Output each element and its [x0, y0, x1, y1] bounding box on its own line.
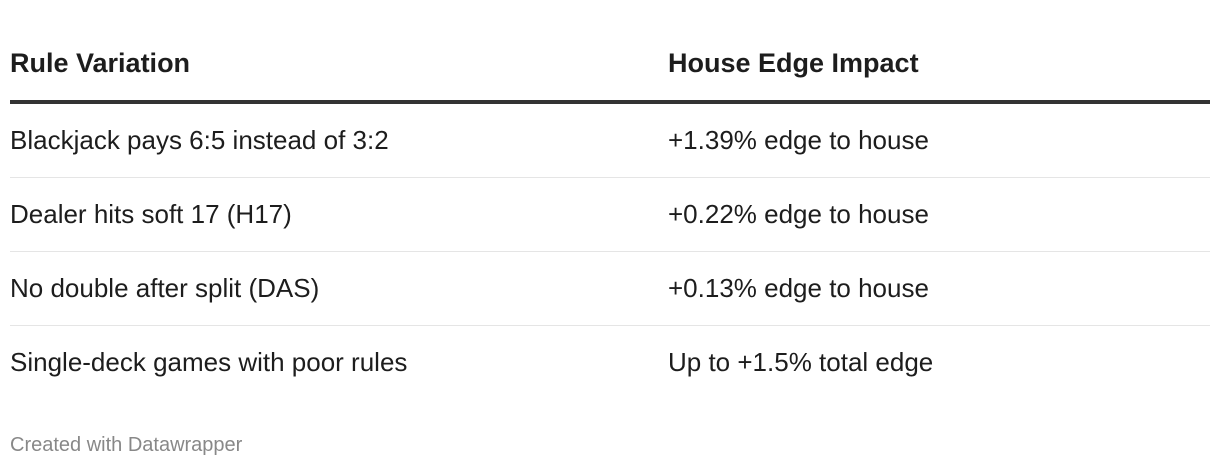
- table-cell: Up to +1.5% total edge: [668, 347, 934, 377]
- table-body: Blackjack pays 6:5 instead of 3:2 +1.39% …: [10, 102, 1210, 399]
- table-cell: No double after split (DAS): [10, 251, 668, 326]
- table-cell: Single-deck games with poor rules: [10, 347, 408, 377]
- header-cell: Rule Variation: [10, 26, 668, 104]
- table-row: Dealer hits soft 17 (H17) +0.22% edge to …: [10, 177, 1210, 252]
- table-cell: Dealer hits soft 17 (H17): [10, 177, 668, 252]
- table-row: Single-deck games with poor rules Up to +…: [10, 326, 1210, 400]
- table: Rule Variation House Edge Impact Blackjac…: [10, 26, 1210, 399]
- header-row: Rule Variation House Edge Impact: [10, 26, 1210, 104]
- footer: Created with Datawrapper: [10, 434, 243, 456]
- table-row: No double after split (DAS) +0.13% edge t…: [10, 251, 1210, 326]
- header-cell: House Edge Impact: [668, 26, 1210, 104]
- table-cell: +0.22% edge to house: [668, 177, 1210, 252]
- table-cell: +0.13% edge to house: [668, 251, 1210, 326]
- table-cell: +1.39% edge to house: [668, 102, 1210, 178]
- table-row: Blackjack pays 6:5 instead of 3:2 +1.39% …: [10, 102, 1210, 178]
- table-cell: Blackjack pays 6:5 instead of 3:2: [10, 102, 668, 178]
